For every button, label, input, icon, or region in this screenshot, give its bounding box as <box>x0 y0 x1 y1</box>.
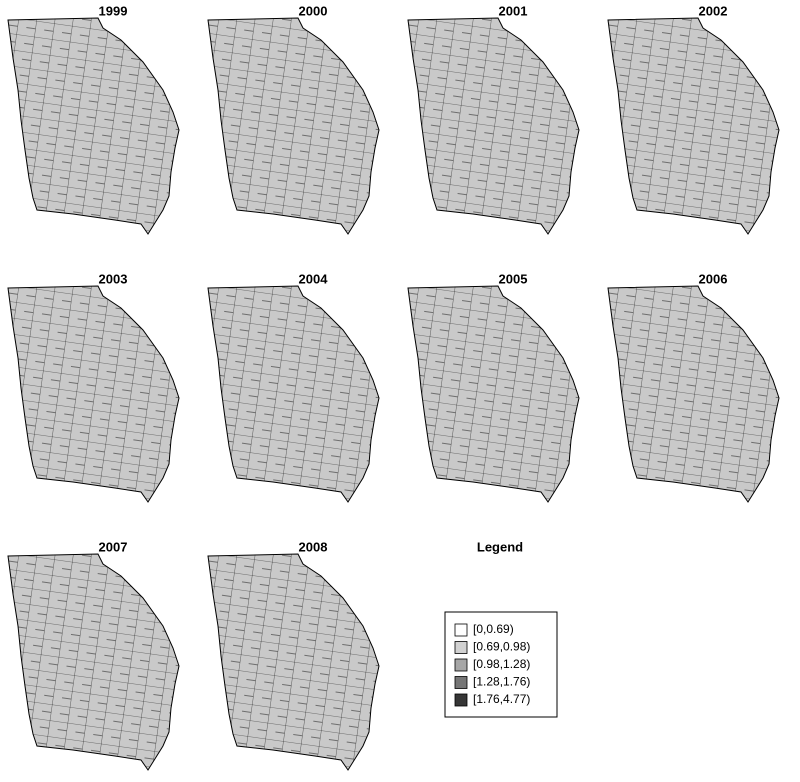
legend-label: [0.69,0.98) <box>473 640 530 654</box>
state-outline <box>7 285 180 503</box>
map-panel: 2005 <box>407 271 580 503</box>
map-panel: 2001 <box>407 3 580 235</box>
map-panel: 2003 <box>7 271 180 503</box>
state-outline <box>407 285 580 503</box>
state-fill <box>408 18 579 234</box>
map-panel: 2008 <box>207 539 380 771</box>
map-panel: 2002 <box>607 3 780 235</box>
map-title: 1999 <box>99 3 128 18</box>
legend-swatch <box>454 623 468 637</box>
state-fill <box>8 554 179 770</box>
state-fill <box>408 286 579 502</box>
map-title: 2004 <box>299 271 329 286</box>
state-outline <box>407 17 580 235</box>
map-title: 2006 <box>699 271 728 286</box>
legend-swatch <box>454 693 468 707</box>
map-title: 2002 <box>699 3 728 18</box>
state-outline <box>7 553 180 771</box>
state-outline <box>607 285 780 503</box>
state-outline <box>7 17 180 235</box>
legend-label: [0.98,1.28) <box>473 657 530 671</box>
state-outline <box>207 17 380 235</box>
map-title: 2000 <box>299 3 328 18</box>
map-panel: 2007 <box>7 539 180 771</box>
legend-title: Legend <box>477 539 523 554</box>
map-grid: 1999 2000 2001 2002 2003 2004 2005 2006 2007 2008 <box>7 3 780 771</box>
legend-swatch <box>454 676 468 689</box>
state-fill <box>8 18 179 234</box>
legend-label: [0,0.69) <box>473 622 514 636</box>
state-fill <box>208 554 379 770</box>
map-panel: 2000 <box>207 3 380 235</box>
state-outline <box>207 285 380 503</box>
map-panel: 2004 <box>207 271 380 503</box>
legend-label: [1.28,1.76) <box>473 675 530 689</box>
state-fill <box>608 18 779 234</box>
legend-swatch <box>454 641 468 654</box>
state-fill <box>608 286 779 502</box>
map-panel: 1999 <box>7 3 180 235</box>
map-title: 2007 <box>99 539 128 554</box>
state-outline <box>607 17 780 235</box>
legend: [0,0.69) [0.69,0.98) [0.98,1.28) [1.28,1.76… <box>454 622 530 707</box>
state-outline <box>207 553 380 771</box>
legend-swatch <box>454 658 468 672</box>
legend-label: [1.76,4.77) <box>473 692 530 706</box>
state-fill <box>8 286 179 502</box>
map-title: 2003 <box>99 271 128 286</box>
map-title: 2005 <box>499 271 528 286</box>
map-title: 2008 <box>299 539 328 554</box>
map-panel: 2006 <box>607 271 780 503</box>
state-fill <box>208 18 379 234</box>
state-fill <box>208 286 379 502</box>
map-title: 2001 <box>499 3 528 18</box>
